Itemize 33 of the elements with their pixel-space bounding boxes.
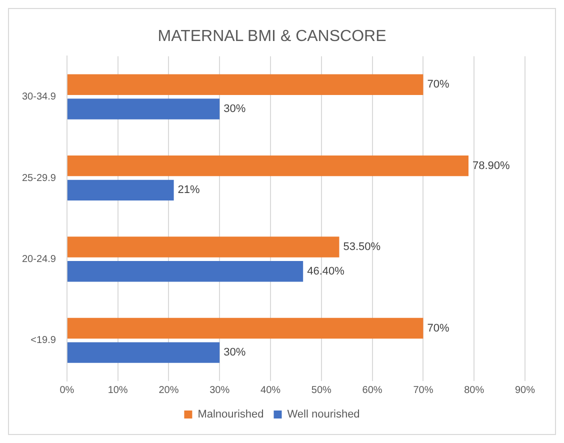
y-tick-label: 20-24.9 bbox=[22, 254, 56, 265]
data-label: 30% bbox=[224, 346, 246, 359]
legend-label: Malnourished bbox=[198, 408, 264, 421]
data-label: 46.40% bbox=[307, 265, 345, 278]
bar bbox=[67, 236, 340, 258]
x-tick-label: 40% bbox=[260, 384, 281, 396]
data-label: 78.90% bbox=[472, 160, 510, 172]
x-tick-label: 50% bbox=[311, 384, 332, 396]
data-label: 53.50% bbox=[343, 241, 381, 254]
x-tick-label: 90% bbox=[514, 384, 536, 396]
x-tick-label: 10% bbox=[108, 384, 128, 396]
bar bbox=[67, 98, 220, 120]
bar bbox=[67, 261, 304, 282]
data-label: 30% bbox=[224, 103, 246, 116]
data-label: 70% bbox=[427, 78, 450, 91]
data-label: 70% bbox=[427, 322, 450, 334]
x-tick-label: 70% bbox=[413, 384, 434, 396]
chart-title: MATERNAL BMI & CANSCORE bbox=[158, 28, 386, 46]
bar bbox=[67, 318, 424, 339]
data-label: 21% bbox=[178, 184, 200, 196]
y-tick-label: <19.9 bbox=[30, 335, 56, 346]
bar bbox=[67, 180, 174, 201]
x-tick-label: 20% bbox=[158, 384, 179, 396]
bar bbox=[67, 74, 424, 95]
bar bbox=[67, 342, 220, 363]
bar bbox=[67, 155, 469, 176]
y-tick-label: 30-34.9 bbox=[22, 92, 56, 103]
x-tick-label: 30% bbox=[210, 384, 230, 396]
x-tick-label: 60% bbox=[362, 384, 382, 396]
x-tick-label: 80% bbox=[464, 384, 484, 396]
x-tick-label: 0% bbox=[60, 384, 74, 396]
legend-label: Well nourished bbox=[287, 408, 360, 421]
y-tick-label: 25-29.9 bbox=[22, 172, 56, 184]
